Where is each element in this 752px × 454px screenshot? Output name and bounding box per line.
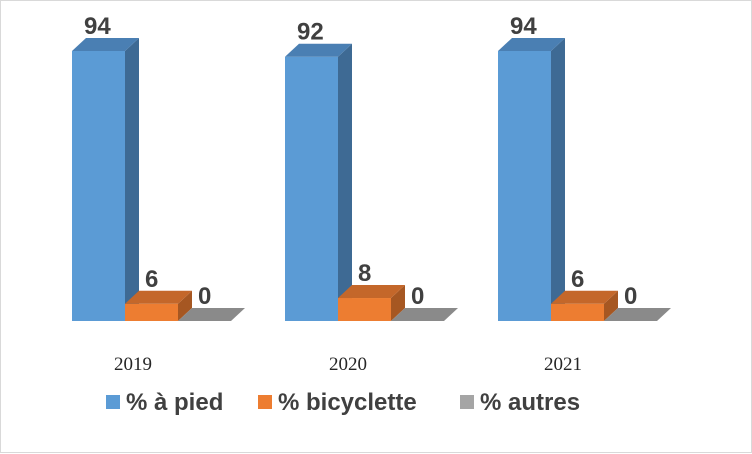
legend-label: % à pied: [126, 389, 223, 416]
legend-swatch: [106, 395, 120, 409]
bar-front: [338, 298, 391, 321]
data-label-à-pied-2021: 94: [510, 13, 537, 40]
bar-top: [178, 308, 245, 321]
bar-autres-2021: [604, 308, 671, 321]
bar-top: [125, 290, 192, 304]
data-labels-group: 94 6 0 92 8 0 94 6 0: [84, 13, 637, 310]
legend-label: % bicyclette: [278, 389, 417, 416]
bar-top: [391, 308, 458, 321]
category-label-2021: 2021: [544, 354, 582, 375]
bar-bicyclette-2019: [125, 290, 192, 321]
bar-bicyclette-2021: [551, 290, 618, 321]
bar-front: [285, 56, 338, 321]
bar-top: [604, 308, 671, 321]
bar-top: [72, 38, 139, 51]
data-label-à-pied-2019: 94: [84, 13, 111, 40]
bar-top: [498, 38, 565, 51]
bar-front: [72, 51, 125, 321]
bar-autres-2019: [178, 308, 245, 321]
bar-front: [125, 303, 178, 321]
data-label-autres-2021: 0: [624, 283, 637, 310]
bar-à-pied-2021: [498, 38, 565, 321]
legend-item-bicyclette: % bicyclette: [258, 389, 417, 416]
bar-top: [551, 290, 618, 304]
bar-side: [338, 43, 352, 321]
legend-swatch: [258, 395, 272, 409]
legend-swatch: [460, 395, 474, 409]
bar-side: [178, 290, 192, 321]
bar-autres-2020: [391, 308, 458, 321]
category-label-2020: 2020: [329, 354, 367, 375]
data-label-autres-2020: 0: [411, 283, 424, 310]
bar-side: [125, 38, 139, 321]
legend-label: % autres: [480, 389, 580, 416]
legend-item-à-pied: % à pied: [106, 389, 223, 416]
bar-bicyclette-2020: [338, 285, 405, 321]
bar-top: [285, 43, 352, 57]
bar-side: [604, 290, 618, 321]
bar-side: [551, 38, 565, 321]
bar-à-pied-2019: [72, 38, 139, 321]
data-label-autres-2019: 0: [198, 283, 211, 310]
data-label-bicyclette-2021: 6: [571, 266, 584, 293]
category-labels-group: 2019 2020 2021: [114, 354, 582, 375]
bars-group: [72, 38, 671, 321]
bar-front: [498, 51, 551, 321]
bar-front: [551, 303, 604, 321]
legend-item-autres: % autres: [460, 389, 580, 416]
bar-top: [338, 285, 405, 299]
bar-à-pied-2020: [285, 43, 352, 321]
bar-side: [391, 285, 405, 321]
category-label-2019: 2019: [114, 354, 152, 375]
legend: % à pied % bicyclette % autres: [106, 389, 580, 416]
data-label-bicyclette-2020: 8: [358, 260, 371, 287]
data-label-bicyclette-2019: 6: [145, 266, 158, 293]
data-label-à-pied-2020: 92: [297, 19, 324, 46]
